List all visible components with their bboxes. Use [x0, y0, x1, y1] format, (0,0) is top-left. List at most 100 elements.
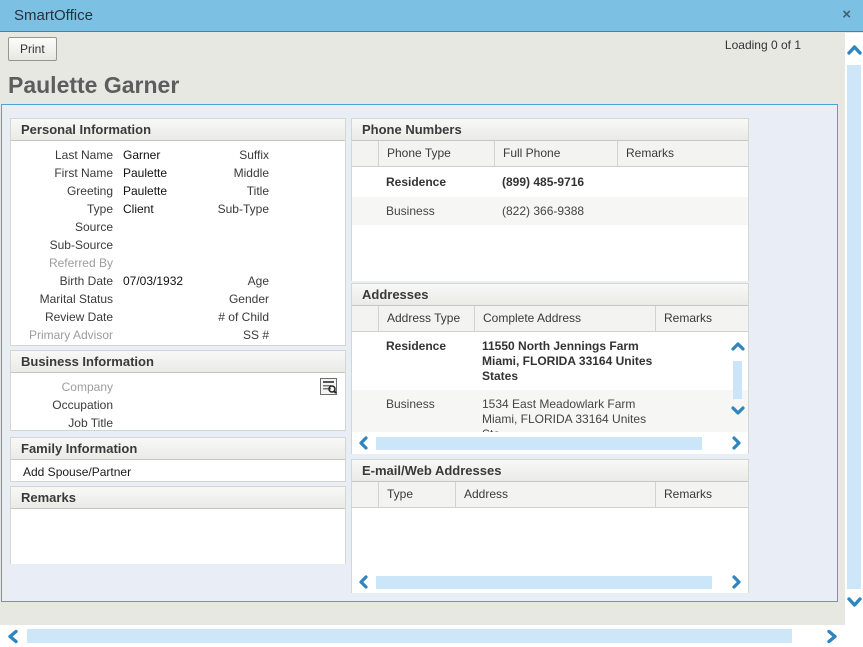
content-frame: Personal Information Last Name Garner Su…	[1, 104, 838, 602]
page-vertical-scrollbar	[845, 33, 863, 625]
business-information-section: Business Information Company Occupation …	[10, 350, 346, 431]
horizontal-scroll-thumb[interactable]	[27, 629, 793, 643]
scroll-left-icon[interactable]	[357, 436, 370, 450]
field-value	[123, 414, 333, 432]
scroll-down-icon[interactable]	[847, 595, 862, 609]
column-header-complete-address: Complete Address	[474, 306, 655, 331]
scrollbar-corner	[845, 625, 863, 647]
column-header-address: Address	[455, 482, 655, 507]
column-header-full-phone: Full Phone	[494, 141, 617, 166]
email-table-empty-area	[352, 508, 748, 571]
phone-row-residence[interactable]: Residence (899) 485-9716	[352, 167, 748, 197]
field-label: Type	[86, 202, 113, 216]
field-row: Greeting Paulette Title	[21, 182, 333, 200]
field-label: Age	[247, 274, 269, 288]
page-title: Paulette Garner	[8, 72, 180, 98]
row-select-cell	[352, 390, 378, 432]
horizontal-scroll-thumb[interactable]	[376, 436, 702, 450]
field-label: Title	[246, 184, 269, 198]
family-information-header: Family Information	[11, 438, 345, 460]
address-line: Miami, FLORIDA 33164 Unites	[482, 354, 653, 368]
field-value	[279, 290, 333, 308]
field-label	[213, 218, 269, 236]
field-label-referred-by: Referred By	[48, 256, 113, 270]
scroll-left-icon[interactable]	[6, 629, 20, 644]
field-label: Occupation	[52, 398, 113, 412]
email-table-header: Type Address Remarks	[352, 482, 748, 508]
complete-address-cell: 1534 East Meadowlark Farm Miami, FLORIDA…	[474, 390, 655, 432]
column-header-type: Type	[378, 482, 455, 507]
field-value: Client	[123, 202, 154, 216]
company-lookup-icon[interactable]	[320, 378, 337, 395]
remarks-text-area	[11, 509, 345, 564]
field-value	[279, 200, 333, 218]
vertical-scroll-thumb[interactable]	[847, 65, 861, 589]
field-row: Birth Date 07/03/1932 Age	[21, 272, 333, 290]
full-phone-cell: (822) 366-9388	[502, 204, 585, 218]
field-value: 07/03/1932	[123, 274, 184, 288]
field-label: SS #	[242, 328, 269, 342]
horizontal-scroll-track[interactable]	[375, 575, 725, 589]
field-label: Suffix	[239, 148, 269, 162]
field-row: Review Date # of Child	[21, 308, 333, 326]
remarks-section: Remarks	[10, 486, 346, 564]
column-header-phone-type: Phone Type	[378, 141, 494, 166]
title-bar: SmartOffice ×	[0, 0, 863, 32]
addresses-table-body: Residence 11550 North Jennings Farm Miam…	[352, 332, 748, 432]
horizontal-scroll-track[interactable]	[26, 629, 819, 643]
field-label: Last Name	[54, 148, 113, 162]
address-line: 11550 North Jennings Farm	[482, 339, 639, 353]
field-value	[123, 236, 203, 254]
business-information-fields: Company Occupation Job Title	[11, 373, 345, 432]
vertical-scroll-thumb[interactable]	[733, 361, 742, 399]
personal-information-section: Personal Information Last Name Garner Su…	[10, 118, 346, 346]
field-label: Marital Status	[39, 292, 113, 306]
add-spouse-partner-link[interactable]: Add Spouse/Partner	[23, 465, 132, 479]
scroll-right-icon[interactable]	[825, 629, 839, 644]
field-value	[123, 254, 203, 272]
remarks-cell	[617, 167, 748, 197]
field-label: Sub-Source	[49, 238, 113, 252]
field-row: Primary Advisor SS #	[21, 326, 333, 344]
row-select-cell	[352, 197, 378, 225]
row-select-cell	[352, 332, 378, 390]
field-value: Paulette	[123, 184, 168, 198]
column-header-remarks: Remarks	[617, 141, 748, 166]
field-row: First Name Paulette Middle	[21, 164, 333, 182]
address-row-business[interactable]: Business 1534 East Meadowlark Farm Miami…	[352, 390, 748, 432]
address-line: Miami, FLORIDA 33164 Unites Sta	[482, 412, 647, 432]
field-value: Paulette	[123, 166, 168, 180]
scroll-left-icon[interactable]	[357, 575, 370, 589]
right-column: Phone Numbers Phone Type Full Phone Rema…	[351, 105, 749, 601]
address-type-cell: Residence	[386, 339, 447, 353]
field-value	[123, 396, 333, 414]
close-icon[interactable]: ×	[842, 6, 851, 23]
field-label-primary-advisor: Primary Advisor	[28, 328, 113, 342]
scroll-up-icon[interactable]	[731, 340, 745, 353]
phone-row-business[interactable]: Business (822) 366-9388	[352, 197, 748, 225]
phone-table-empty-area	[352, 225, 748, 281]
address-line: States	[482, 369, 519, 383]
personal-information-fields: Last Name Garner Suffix First Name Paule…	[11, 141, 345, 344]
field-label: Sub-Type	[217, 202, 269, 216]
address-row-residence[interactable]: Residence 11550 North Jennings Farm Miam…	[352, 332, 748, 390]
scroll-down-icon[interactable]	[731, 404, 745, 417]
column-header-address-type: Address Type	[378, 306, 474, 331]
field-row: Job Title	[21, 414, 333, 432]
field-value	[279, 326, 333, 344]
scroll-right-icon[interactable]	[730, 575, 743, 589]
row-select-cell	[352, 167, 378, 197]
addresses-header: Addresses	[352, 284, 748, 306]
horizontal-scroll-thumb[interactable]	[376, 575, 712, 589]
scroll-right-icon[interactable]	[730, 436, 743, 450]
scroll-up-icon[interactable]	[847, 43, 862, 57]
field-label: Gender	[228, 292, 269, 306]
field-label: Source	[74, 220, 113, 234]
print-button[interactable]: Print	[8, 37, 57, 61]
horizontal-scroll-track[interactable]	[375, 436, 725, 450]
complete-address-cell: 11550 North Jennings Farm Miami, FLORIDA…	[474, 332, 655, 390]
column-header-select	[352, 306, 378, 331]
field-value	[279, 254, 333, 272]
field-label: Middle	[233, 166, 269, 180]
field-value	[279, 182, 333, 200]
